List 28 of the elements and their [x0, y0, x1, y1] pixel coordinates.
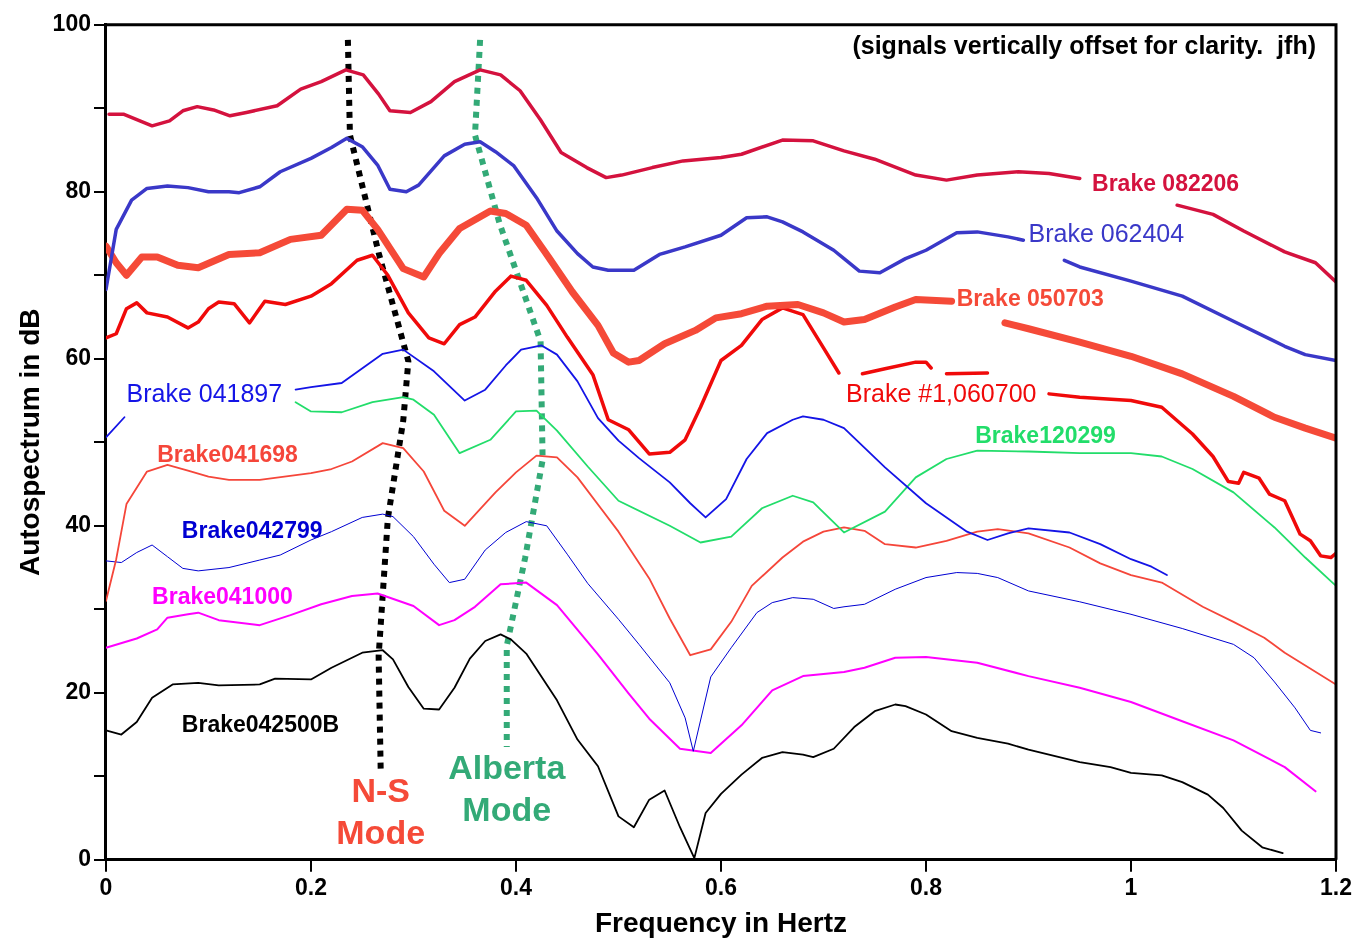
series-label: Brake 082206 — [1092, 170, 1240, 197]
series-label: Brake041698 — [157, 441, 299, 467]
y-tick-label: 0 — [78, 845, 91, 872]
y-tick-label: 60 — [65, 344, 91, 371]
series-label: Brake042500B — [181, 710, 340, 737]
series-label: Brake042799 — [181, 516, 323, 543]
x-tick-label: 0.8 — [910, 873, 943, 900]
annotation: (signals vertically offset for clarity. jfh) — [852, 31, 1316, 60]
series-label: Brake 050703 — [956, 284, 1104, 311]
y-tick-label: 80 — [65, 177, 91, 204]
x-tick-label: 1.2 — [1320, 873, 1352, 900]
series-label: Brake 041897 — [126, 378, 283, 407]
x-tick-label: 0 — [99, 873, 113, 900]
y-tick-label: 100 — [52, 10, 91, 37]
x-tick-label: 1 — [1124, 873, 1138, 900]
y-tick-label: 20 — [65, 678, 91, 705]
series-label: Brake041000 — [152, 582, 293, 609]
series-label: Brake120299 — [975, 421, 1116, 448]
x-tick-label: 0.4 — [499, 873, 533, 900]
annotation: N-S Mode — [336, 770, 426, 851]
x-axis-title: Frequency in Hertz — [594, 906, 848, 938]
series-label: Brake 062404 — [1028, 219, 1185, 248]
annotation: Alberta Mode — [448, 748, 567, 829]
y-axis-title: Autospectrum in dB — [13, 308, 45, 577]
series-label: Brake #1,060700 — [846, 378, 1037, 407]
x-tick-label: 0.6 — [705, 873, 737, 900]
x-tick-label: 0.2 — [294, 873, 327, 900]
y-tick-label: 40 — [65, 511, 91, 538]
